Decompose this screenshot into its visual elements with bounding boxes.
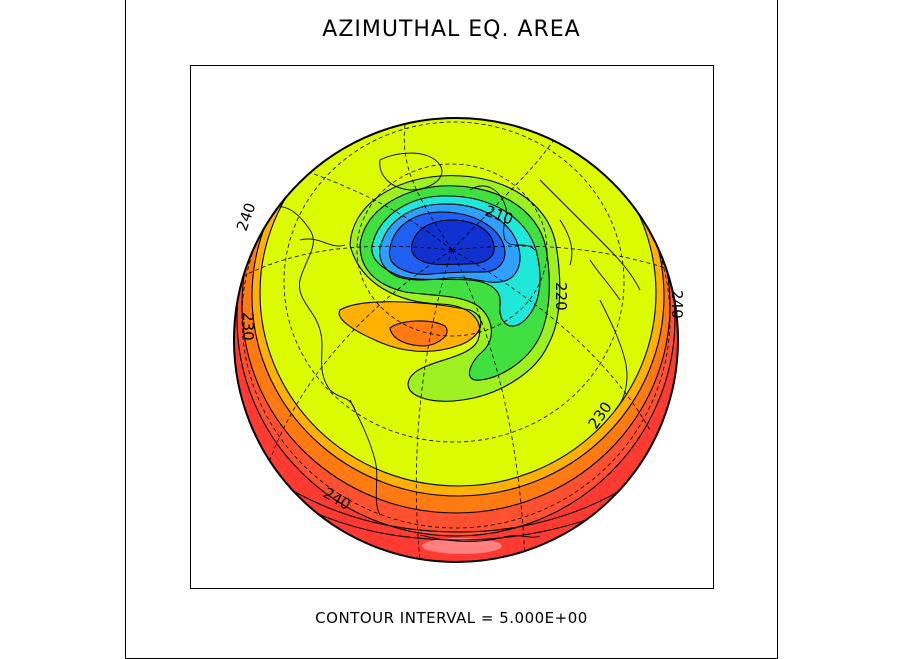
- meridian-h: [235, 245, 453, 281]
- parallel-30: [283, 121, 625, 443]
- contour-label-240-right: 240: [668, 290, 686, 319]
- contour-lines: [236, 118, 676, 541]
- coastline-south-america: [349, 399, 381, 516]
- contour-line-235: [251, 118, 665, 497]
- globe-outline: [233, 117, 679, 563]
- coastline-north-america: [267, 206, 356, 411]
- contour-line-200: [410, 219, 495, 266]
- parallel-0: [241, 118, 671, 529]
- map-title: AZIMUTHAL EQ. AREA: [322, 17, 581, 42]
- coastline-asia: [539, 179, 641, 301]
- contour-label-220: 220: [552, 282, 570, 311]
- coastline-europe: [469, 185, 536, 251]
- band-240-pacific: [390, 320, 448, 346]
- coastline-africa: [599, 299, 628, 411]
- meridian-f: [415, 249, 453, 561]
- contour-line-220: [359, 185, 550, 381]
- contour-line-210: [379, 203, 521, 283]
- coastline-greenland: [379, 152, 443, 191]
- meridian-a: [403, 124, 453, 251]
- contour-line-225: [349, 175, 561, 402]
- contour-line-south-1: [259, 469, 651, 533]
- band-200: [411, 220, 495, 265]
- parallel-60: [356, 163, 548, 337]
- contour-interval-caption: CONTOUR INTERVAL = 5.000E+00: [315, 609, 588, 627]
- coastline-antarctica: [419, 534, 541, 542]
- contour-fills: [234, 118, 678, 562]
- meridian-e: [451, 249, 526, 561]
- contour-label-240-left: 240: [233, 200, 260, 233]
- contour-label-230-left: 230: [239, 312, 257, 341]
- plot-border: [190, 65, 714, 589]
- meridian-i: [289, 164, 453, 251]
- contour-line-240: [241, 118, 671, 514]
- meridian-d: [451, 249, 651, 431]
- contour-line-215: [371, 195, 541, 327]
- contour-line-235-pacific: [338, 301, 482, 352]
- contour-line-240-pacific: [389, 320, 448, 347]
- graticule: [235, 118, 673, 561]
- contour-line-245: [236, 118, 676, 537]
- contour-line-230: [259, 118, 657, 487]
- meridian-b: [451, 129, 561, 251]
- coastlines: [267, 152, 641, 542]
- band-255: [422, 538, 502, 554]
- contour-line-205: [388, 211, 506, 275]
- meridian-g: [269, 249, 453, 461]
